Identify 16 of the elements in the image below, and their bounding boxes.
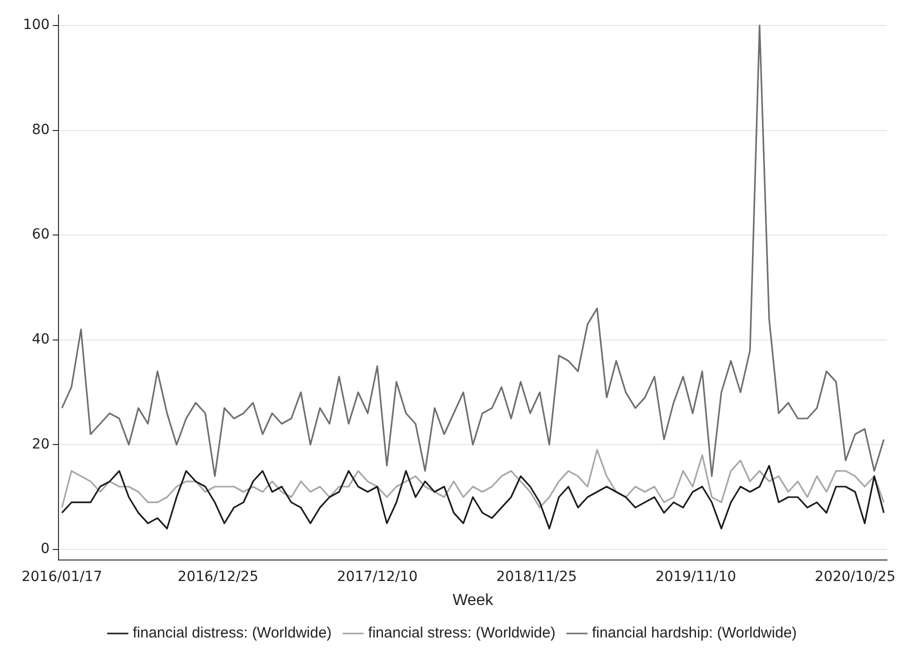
y-tick-label: 20	[32, 436, 50, 452]
legend-label: financial stress: (Worldwide)	[368, 624, 556, 642]
y-tick-label: 80	[32, 122, 50, 138]
x-tick-label: 2016/01/17	[22, 569, 102, 586]
x-tick-label: 2016/12/25	[178, 569, 258, 586]
y-tick-label: 100	[22, 17, 50, 34]
y-tick-label: 40	[32, 332, 50, 348]
legend-label: financial hardship: (Worldwide)	[592, 624, 797, 642]
x-tick-label: 2019/11/10	[656, 569, 736, 586]
y-tick-label: 60	[32, 226, 50, 243]
legend-label: financial distress: (Worldwide)	[132, 624, 332, 642]
y-tick-label: 0	[40, 541, 50, 558]
x-tick-label: 2017/12/10	[336, 569, 418, 586]
x-tick-label: 2020/10/25	[814, 569, 896, 586]
x-axis-title: Week	[452, 592, 494, 609]
x-tick-label: 2018/11/25	[496, 569, 577, 586]
